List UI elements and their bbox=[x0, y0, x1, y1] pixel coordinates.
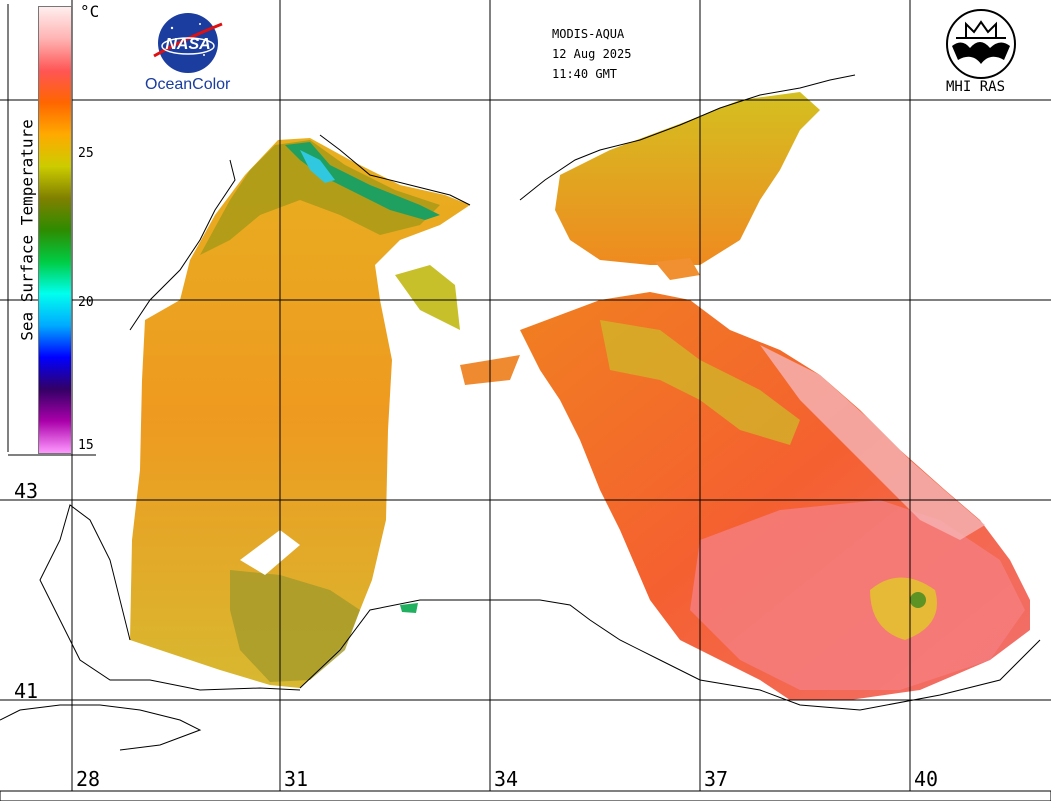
olive-patch bbox=[200, 140, 440, 255]
lon-label-37: 37 bbox=[704, 767, 729, 791]
lon-label-34: 34 bbox=[494, 767, 519, 791]
colorbar-tick-25: 25 bbox=[78, 146, 94, 161]
mhi-ras-logo bbox=[946, 9, 1016, 79]
nasa-logo: NASA bbox=[153, 13, 223, 73]
nasa-wordmark: NASA bbox=[165, 36, 210, 53]
lon-label-31: 31 bbox=[284, 767, 309, 791]
east-pink-zone bbox=[690, 500, 1025, 690]
west-sea-region bbox=[130, 138, 470, 688]
colorbar-frame-ticks bbox=[7, 4, 96, 456]
kerch-patch bbox=[655, 258, 700, 280]
green-speck bbox=[400, 603, 418, 613]
bottom-ruler bbox=[0, 790, 1051, 801]
colorbar bbox=[38, 6, 72, 454]
colorbar-title: Sea Surface Temperature bbox=[17, 119, 37, 341]
lat-label-43: 43 bbox=[14, 479, 39, 503]
colorbar-tick-15: 15 bbox=[78, 438, 94, 453]
oceancolor-label: OceanColor bbox=[145, 76, 231, 93]
acquisition-time: 11:40 GMT bbox=[552, 67, 618, 81]
mhi-ras-label: MHI RAS bbox=[946, 79, 1006, 95]
header-info: MODIS-AQUA 12 Aug 2025 11:40 GMT bbox=[552, 24, 631, 84]
white-gap bbox=[240, 530, 300, 575]
satellite-name: MODIS-AQUA bbox=[552, 27, 625, 41]
crimea-west-patch bbox=[395, 265, 460, 330]
azov-sea-region bbox=[555, 92, 820, 265]
colorbar-unit: °C bbox=[80, 2, 100, 21]
cyan-inlet bbox=[300, 150, 335, 183]
coastline bbox=[0, 74, 1041, 751]
lat-label-41: 41 bbox=[14, 679, 39, 703]
east-pale-zone bbox=[760, 345, 985, 540]
eddy-core bbox=[910, 592, 926, 608]
colorbar-tick-20: 20 bbox=[78, 295, 94, 310]
lon-label-40: 40 bbox=[914, 767, 939, 791]
green-coast-band bbox=[285, 142, 440, 220]
southwest-olive bbox=[230, 570, 360, 682]
lon-label-28: 28 bbox=[76, 767, 101, 791]
acquisition-date: 12 Aug 2025 bbox=[552, 47, 632, 61]
